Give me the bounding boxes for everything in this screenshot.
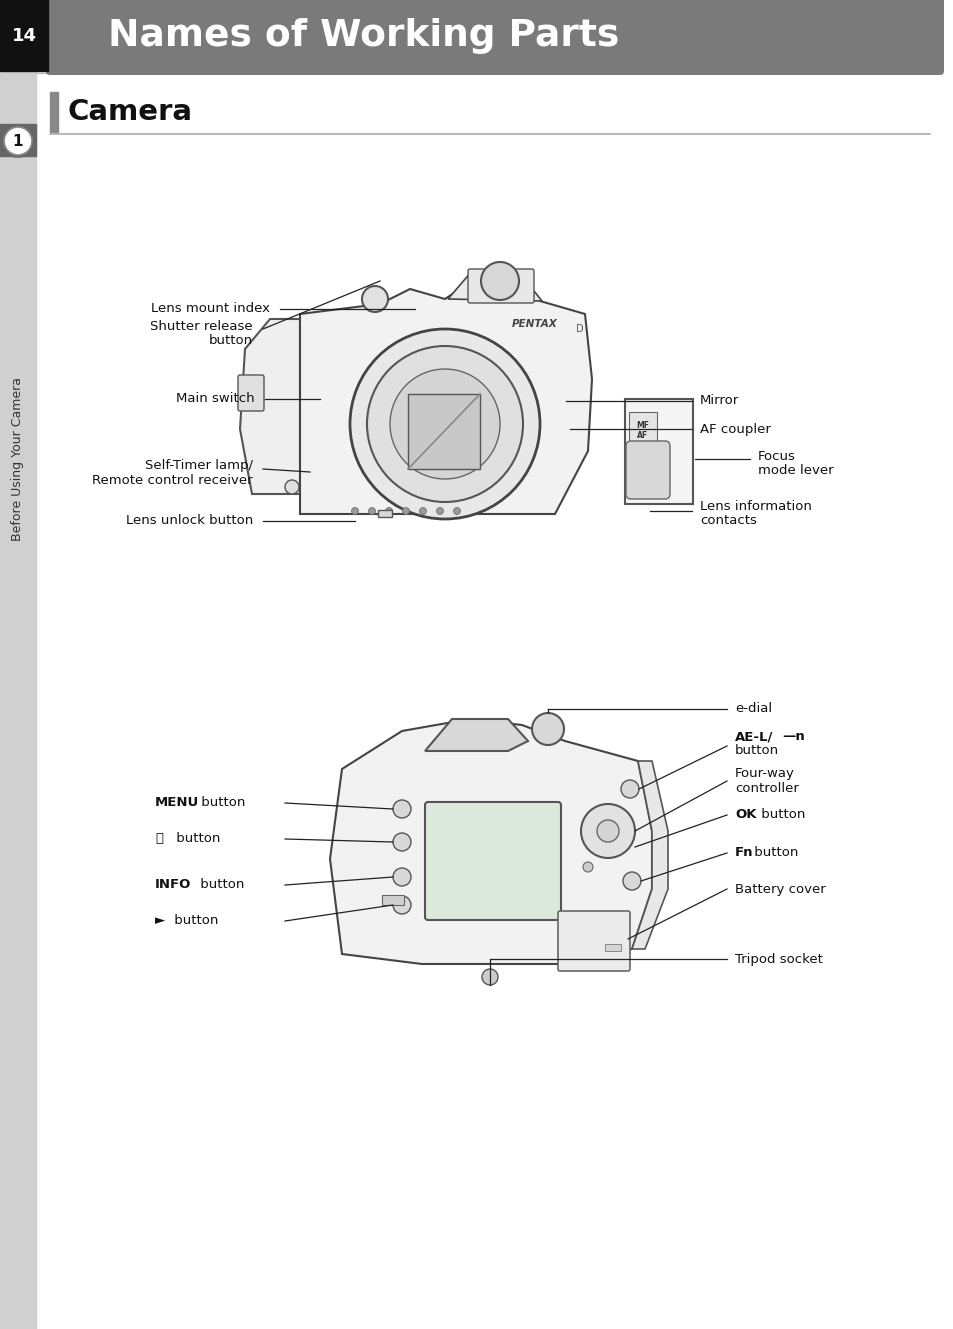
Text: mode lever: mode lever	[758, 464, 833, 477]
Text: contacts: contacts	[700, 514, 756, 528]
FancyBboxPatch shape	[558, 910, 629, 971]
Circle shape	[597, 820, 618, 843]
Bar	[408, 393, 479, 469]
Text: Camera: Camera	[68, 98, 193, 126]
Text: button: button	[734, 744, 779, 758]
Circle shape	[368, 508, 375, 514]
Bar	[624, 399, 692, 504]
Text: button: button	[196, 796, 245, 809]
Circle shape	[481, 969, 497, 985]
Circle shape	[367, 346, 522, 502]
Circle shape	[351, 508, 358, 514]
Circle shape	[393, 800, 411, 819]
Text: Lens unlock button: Lens unlock button	[126, 514, 253, 528]
Polygon shape	[448, 271, 541, 300]
Text: Mirror: Mirror	[700, 395, 739, 408]
Text: button: button	[172, 832, 220, 845]
Text: Four-way: Four-way	[734, 768, 794, 780]
Text: Lens information: Lens information	[700, 501, 811, 513]
Text: OK: OK	[734, 808, 756, 821]
Text: —n: —n	[781, 731, 804, 743]
Text: Names of Working Parts: Names of Working Parts	[108, 19, 618, 54]
Text: PENTAX: PENTAX	[512, 319, 558, 330]
Circle shape	[361, 286, 388, 312]
Text: 14: 14	[11, 27, 36, 45]
Text: INFO: INFO	[154, 878, 192, 892]
Text: AE-L/: AE-L/	[734, 731, 773, 743]
Circle shape	[532, 712, 563, 746]
Text: AF coupler: AF coupler	[700, 423, 770, 436]
Bar	[381, 894, 403, 905]
Circle shape	[2, 125, 34, 157]
Text: button: button	[749, 847, 798, 860]
Text: Main switch: Main switch	[176, 392, 254, 405]
Circle shape	[453, 508, 460, 514]
Bar	[0, 124, 36, 155]
Polygon shape	[330, 719, 651, 964]
Polygon shape	[240, 319, 299, 494]
Text: Battery cover: Battery cover	[734, 882, 825, 896]
FancyBboxPatch shape	[625, 441, 669, 498]
Circle shape	[393, 868, 411, 886]
Circle shape	[2, 125, 34, 157]
Text: Shutter release: Shutter release	[151, 319, 253, 332]
FancyBboxPatch shape	[468, 268, 534, 303]
Text: D: D	[576, 324, 583, 334]
Circle shape	[402, 508, 409, 514]
Circle shape	[390, 369, 499, 478]
FancyBboxPatch shape	[237, 375, 264, 411]
Bar	[0, 0, 48, 70]
FancyBboxPatch shape	[46, 0, 943, 74]
Circle shape	[582, 863, 593, 872]
Polygon shape	[631, 762, 667, 949]
Text: ⓔ: ⓔ	[154, 832, 163, 845]
Text: ►: ►	[154, 914, 165, 928]
Text: button: button	[170, 914, 218, 928]
Text: Focus: Focus	[758, 449, 795, 462]
Bar	[604, 944, 620, 952]
Text: Remote control receiver: Remote control receiver	[92, 474, 253, 488]
Bar	[377, 510, 392, 517]
Circle shape	[419, 508, 426, 514]
Bar	[50, 92, 58, 132]
Text: MENU: MENU	[154, 796, 199, 809]
Text: Tripod socket: Tripod socket	[734, 953, 822, 965]
Circle shape	[480, 262, 518, 300]
Polygon shape	[299, 279, 592, 514]
Circle shape	[580, 804, 635, 859]
Text: Fn: Fn	[734, 847, 753, 860]
FancyBboxPatch shape	[424, 801, 560, 920]
Circle shape	[622, 872, 640, 890]
Circle shape	[385, 508, 392, 514]
Text: AF: AF	[637, 432, 648, 440]
Circle shape	[393, 833, 411, 851]
Text: e-dial: e-dial	[734, 703, 771, 715]
Text: button: button	[209, 334, 253, 347]
Circle shape	[436, 508, 443, 514]
Circle shape	[620, 780, 639, 797]
Text: 1: 1	[12, 133, 23, 149]
Text: Lens mount index: Lens mount index	[151, 303, 270, 315]
Bar	[628, 412, 657, 443]
Text: button: button	[757, 808, 804, 821]
Circle shape	[350, 330, 539, 520]
Text: Before Using Your Camera: Before Using Your Camera	[11, 377, 25, 541]
Text: controller: controller	[734, 781, 798, 795]
Text: MF: MF	[636, 420, 649, 429]
Text: button: button	[195, 878, 244, 892]
Circle shape	[4, 128, 32, 155]
Circle shape	[285, 480, 298, 494]
Polygon shape	[424, 719, 527, 751]
Bar	[0, 70, 36, 1329]
Circle shape	[393, 896, 411, 914]
Text: Self-Timer lamp/: Self-Timer lamp/	[145, 460, 253, 473]
